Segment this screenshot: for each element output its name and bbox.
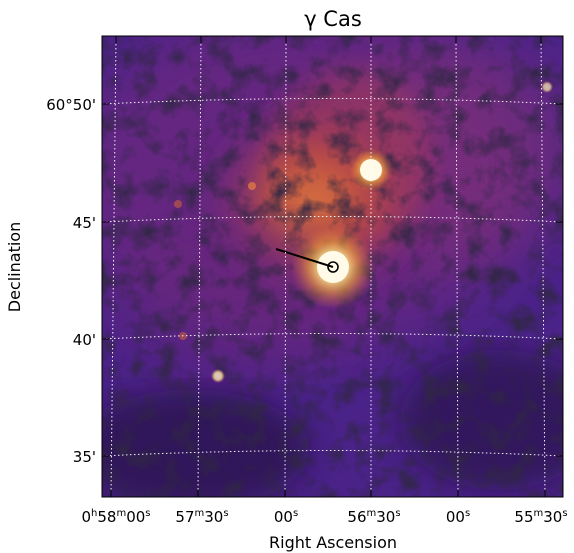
ra-tick-label: 00s (274, 508, 298, 526)
figure-title: γ Cas (304, 7, 362, 31)
dec-tick-label: 35' (73, 448, 96, 466)
ra-tick-label: 00s (446, 508, 470, 526)
faint-star (541, 81, 553, 93)
tick-marks (102, 36, 563, 497)
ra-tick-label: 0h58m00s (81, 508, 150, 526)
dec-tick-label: 60°50' (46, 96, 96, 114)
plot-frame (101, 35, 564, 498)
dec-tick-label: 40' (73, 331, 96, 349)
ra-tick-labels: 0h58m00s 57m30s 00s 56m30s 00s 55m30s (81, 508, 567, 526)
faint-star (248, 182, 256, 190)
faint-star (174, 200, 182, 208)
ra-tick-label: 57m30s (175, 508, 228, 526)
dec-tick-labels: 60°50' 45' 40' 35' (46, 96, 96, 466)
x-axis-label: Right Ascension (269, 533, 397, 552)
target-marker-circle (327, 261, 339, 273)
y-axis-label: Declination (5, 222, 24, 312)
sky-image (102, 36, 563, 497)
coordinate-grid (101, 35, 564, 498)
ra-tick-label: 55m30s (514, 508, 567, 526)
faint-star (211, 369, 225, 383)
ra-tick-label: 56m30s (347, 508, 400, 526)
dec-tick-label: 45' (73, 214, 96, 232)
